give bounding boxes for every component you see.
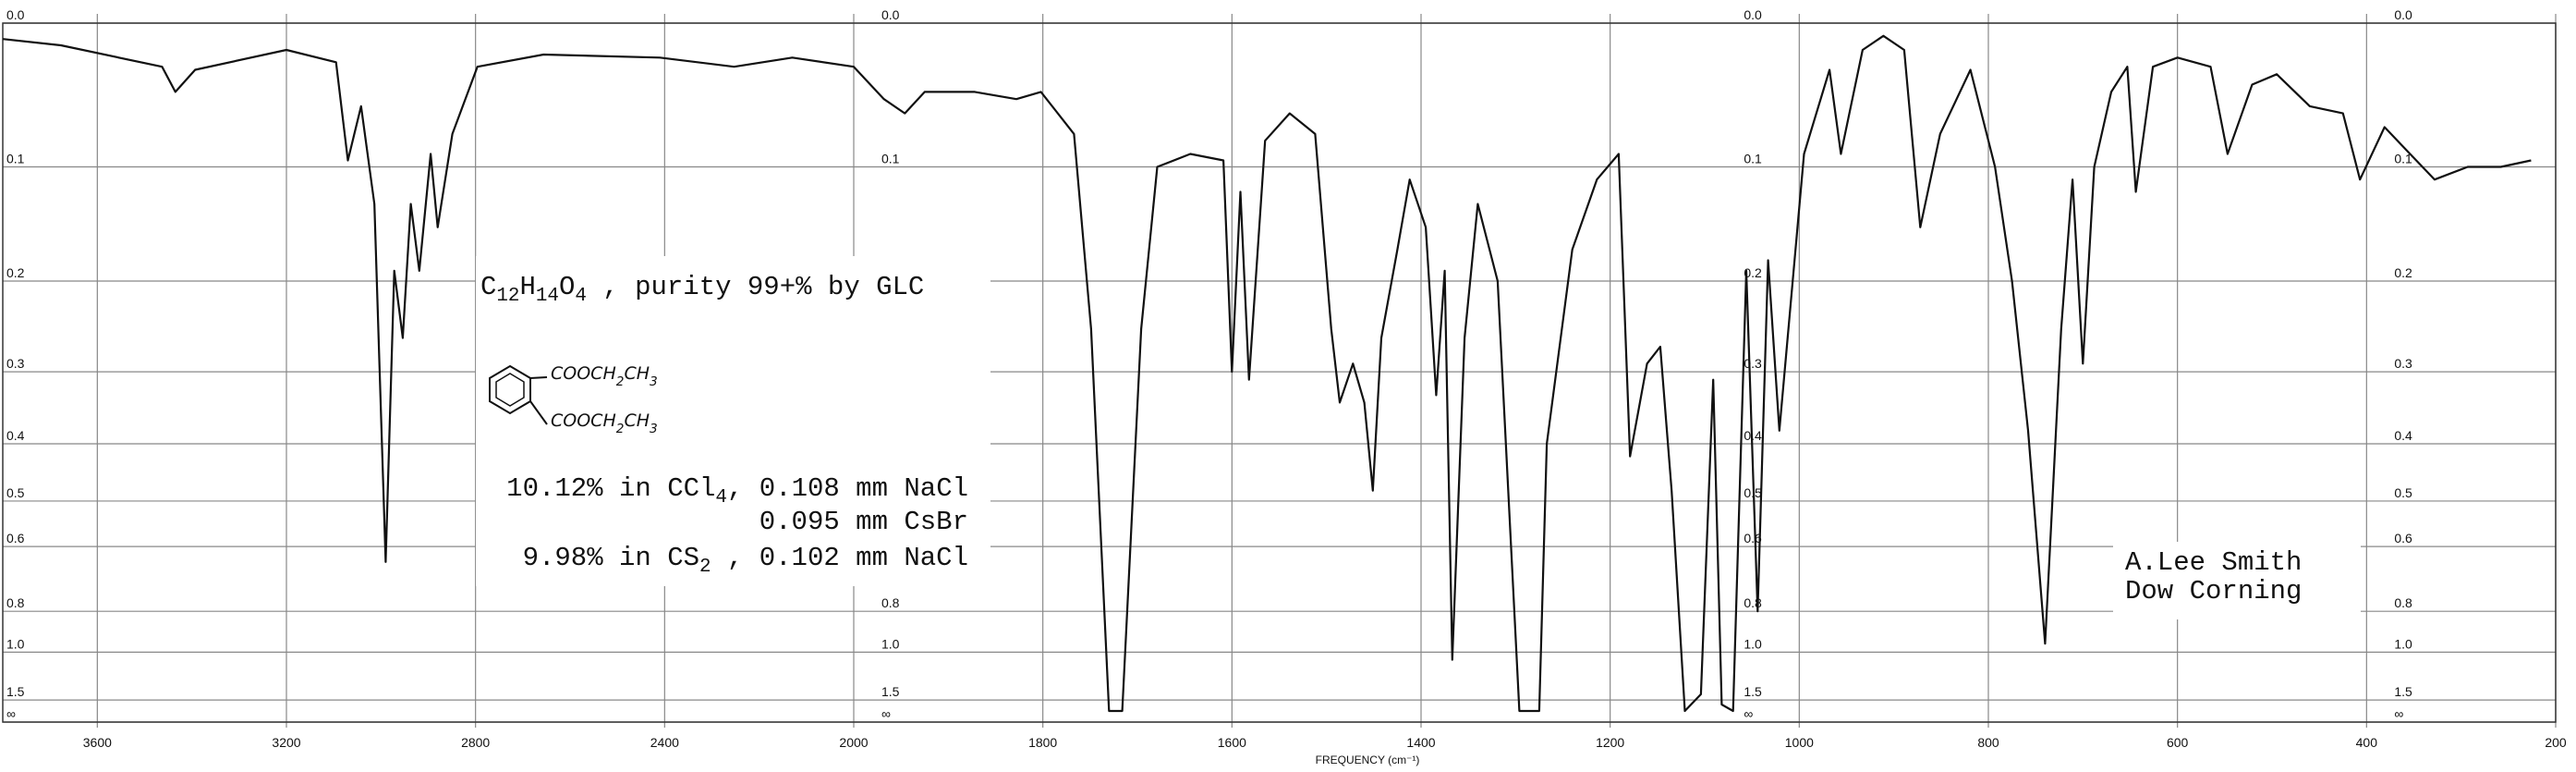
y-tick-label: 0.3: [6, 356, 25, 371]
text-run: CH: [624, 411, 650, 431]
x-tick-label: 3200: [272, 735, 300, 750]
y-tick-label: 0.8: [1744, 595, 1762, 610]
x-tick-label: 800: [1977, 735, 1999, 750]
text-run: C: [480, 272, 496, 302]
y-tick-label: 1.5: [2394, 684, 2412, 699]
y-tick-label: 0.3: [1744, 356, 1762, 371]
y-tick-label: 0.0: [1744, 7, 1762, 22]
y-tick-label: 0.4: [1744, 428, 1762, 443]
text-run: H: [519, 272, 535, 302]
text-run: O: [559, 272, 575, 302]
note-text: C12H14O4 , purity 99+% by GLC: [480, 272, 924, 307]
y-tick-label: 1.0: [2394, 636, 2412, 651]
x-tick-label: 1200: [1596, 735, 1624, 750]
y-tick-label: 1.5: [1744, 684, 1762, 699]
text-run: 9.98% in CS: [523, 543, 699, 573]
y-tick-label: 0.6: [6, 531, 25, 545]
x-tick-label: 3600: [83, 735, 112, 750]
x-tick-label: 1400: [1406, 735, 1435, 750]
y-tick-label: 0.1: [2394, 151, 2412, 165]
plot-frame: [2, 22, 2557, 723]
y-tick-label: ∞: [881, 706, 891, 721]
y-tick-label: 1.0: [881, 636, 900, 651]
x-tick-label: 400: [2356, 735, 2378, 750]
text-run: COOCH: [551, 363, 616, 384]
x-tick-label: 2400: [650, 735, 679, 750]
y-tick-label: 0.2: [2394, 265, 2412, 280]
note-text: COOCH2CH3: [551, 363, 658, 389]
subscript: 12: [496, 286, 519, 307]
x-tick-label: 1800: [1028, 735, 1057, 750]
text-run: , 0.108 mm NaCl: [727, 473, 968, 504]
subscript: 2: [616, 374, 625, 389]
spectrum-line: [2, 34, 2532, 713]
signature-line: Dow Corning: [2125, 576, 2302, 607]
y-tick-label: 0.1: [6, 151, 25, 165]
y-tick-label: ∞: [1744, 706, 1753, 721]
signature-box: [2113, 542, 2361, 619]
y-tick-label: 0.0: [6, 7, 25, 22]
text-run: COOCH: [551, 411, 616, 431]
subscript: 2: [699, 557, 711, 578]
note-box: [476, 256, 990, 586]
y-tick-label: 0.4: [6, 428, 25, 443]
notes: C12H14O4 , purity 99+% by GLCCOOCH2CH3CO…: [476, 256, 2361, 619]
text-run: , purity 99+% by GLC: [587, 272, 924, 302]
x-tick-label: 1600: [1218, 735, 1246, 750]
subscript: 4: [575, 286, 587, 307]
y-tick-label: 0.6: [1744, 531, 1762, 545]
plot: [2, 34, 2532, 713]
signature-line: A.Lee Smith: [2125, 547, 2302, 578]
y-tick-label: 0.1: [1744, 151, 1762, 165]
y-tick-label: 0.0: [2394, 7, 2412, 22]
note-text: 0.095 mm CsBr: [759, 507, 968, 537]
text-run: CH: [624, 363, 650, 384]
y-tick-label: 0.1: [881, 151, 900, 165]
y-tick-label: 0.5: [2394, 485, 2412, 500]
x-tick-label: 600: [2167, 735, 2189, 750]
y-tick-label: 1.5: [881, 684, 900, 699]
y-tick-label: 0.6: [2394, 531, 2412, 545]
y-tick-label: 0.8: [2394, 595, 2412, 610]
y-tick-label: 1.0: [1744, 636, 1762, 651]
y-tick-label: 0.8: [6, 595, 25, 610]
note-text: COOCH2CH3: [551, 411, 658, 436]
y-tick-label: 1.5: [6, 684, 25, 699]
y-tick-label: 0.0: [881, 7, 900, 22]
subscript: 3: [650, 374, 658, 389]
y-tick-label: 0.2: [6, 265, 25, 280]
benzene-ring: [489, 364, 548, 425]
x-tick-label: 2800: [461, 735, 490, 750]
x-tick-label: 200: [2545, 735, 2567, 750]
y-tick-label: 0.5: [6, 485, 25, 500]
text-run: 0.095 mm CsBr: [759, 507, 968, 537]
y-tick-label: 0.8: [881, 595, 900, 610]
y-tick-label: ∞: [6, 706, 16, 721]
subscript: 4: [715, 487, 727, 509]
note-text: 9.98% in CS2 , 0.102 mm NaCl: [523, 543, 968, 578]
y-tick-label: 1.0: [6, 636, 25, 651]
y-tick-label: 0.4: [2394, 428, 2412, 443]
subscript: 14: [536, 286, 559, 307]
subscript: 2: [616, 422, 625, 436]
note-text: 10.12% in CCl4, 0.108 mm NaCl: [506, 473, 968, 509]
text-run: 10.12% in CCl: [506, 473, 715, 504]
subscript: 3: [650, 422, 658, 436]
y-tick-label: ∞: [2394, 706, 2403, 721]
y-tick-label: 0.2: [1744, 265, 1762, 280]
x-tick-label: 1000: [1785, 735, 1814, 750]
x-tick-label: 2000: [839, 735, 868, 750]
y-tick-label: 0.3: [2394, 356, 2412, 371]
x-axis-label: FREQUENCY (cm⁻¹): [1316, 754, 1420, 766]
text-run: , 0.102 mm NaCl: [711, 543, 968, 573]
grid: 0.00.00.00.00.10.10.10.10.20.20.20.20.30…: [2, 7, 2567, 750]
